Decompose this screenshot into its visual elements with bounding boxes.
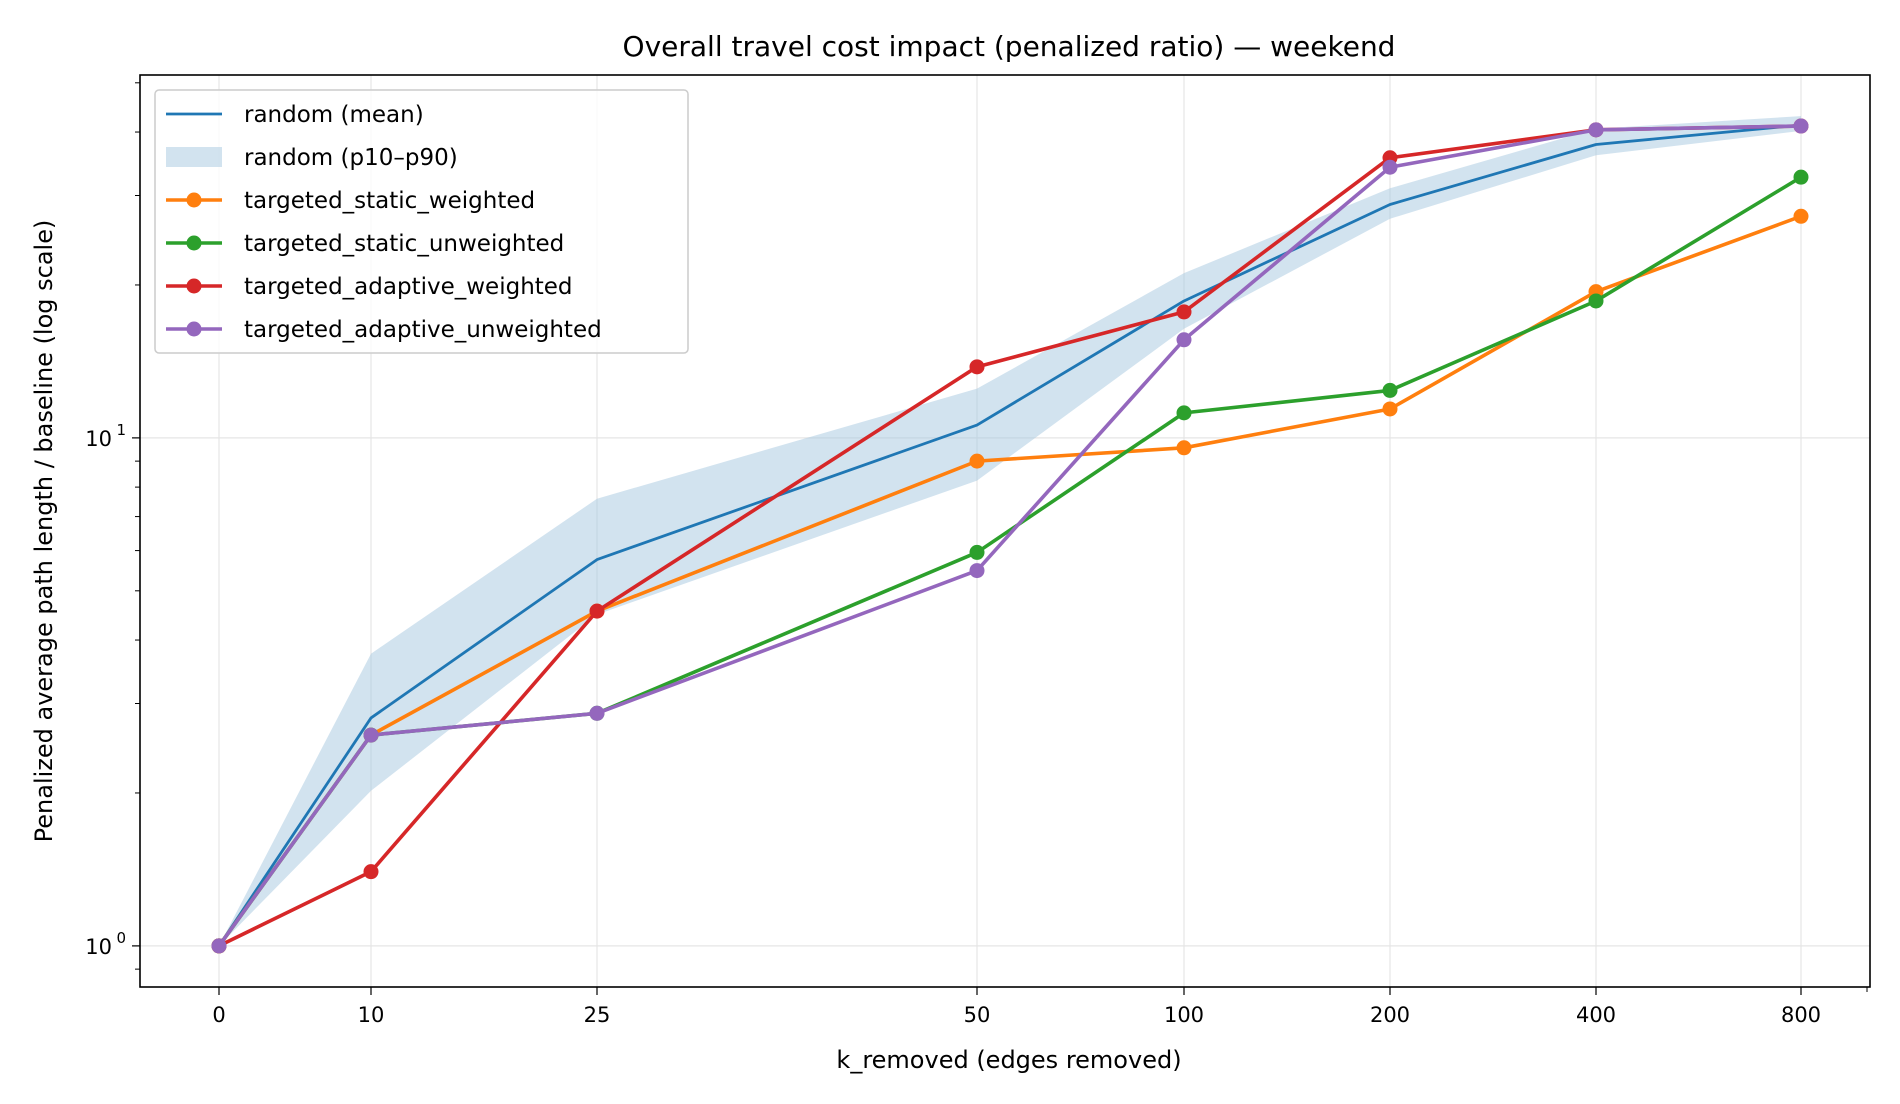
x-tick-label: 50 (964, 1003, 991, 1027)
series-random-mean (217, 123, 1802, 947)
data-point (1793, 118, 1809, 134)
legend-marker (186, 192, 202, 208)
data-point (969, 563, 985, 579)
legend-marker (186, 278, 202, 294)
x-tick-label: 200 (1370, 1003, 1410, 1027)
legend-entry: random (p10–p90) (166, 145, 458, 171)
data-point (363, 727, 379, 743)
legend: random (mean) random (p10–p90) targeted_st… (154, 89, 689, 354)
data-point (1176, 304, 1192, 320)
legend-marker (186, 235, 202, 251)
legend-entry: targeted_static_unweighted (166, 231, 564, 257)
data-point (969, 453, 985, 469)
chart-title: Overall travel cost impact (penalized ra… (623, 30, 1396, 63)
legend-entry: targeted_adaptive_unweighted (166, 317, 602, 343)
y-tick-label: 10 (85, 935, 112, 959)
legend-label: targeted_static_unweighted (244, 231, 564, 257)
legend-label: random (mean) (244, 102, 424, 128)
data-point (1176, 405, 1192, 421)
plot-frame (139, 74, 1871, 988)
data-point (363, 864, 379, 880)
data-point (1382, 382, 1398, 398)
data-point (969, 359, 985, 375)
series-targeted-adaptive-unweighted (211, 118, 1809, 954)
legend-entry: targeted_static_weighted (166, 188, 535, 214)
data-point (1176, 440, 1192, 456)
x-tick-label: 100 (1164, 1003, 1204, 1027)
data-point (1176, 332, 1192, 348)
legend-label: targeted_static_weighted (244, 188, 535, 214)
y-axis-label: Penalized average path length / baseline… (30, 220, 58, 843)
data-point (1588, 293, 1604, 309)
series-line (217, 123, 1802, 947)
data-point (589, 603, 605, 619)
x-tick-label: 800 (1781, 1003, 1821, 1027)
legend-box (154, 89, 689, 354)
data-point (1793, 169, 1809, 185)
x-tick-label: 25 (584, 1003, 611, 1027)
series-line (217, 124, 1802, 947)
data-point (969, 544, 985, 560)
x-tick-label: 0 (212, 1003, 225, 1027)
y-tick-label: 10 (85, 427, 112, 451)
legend-swatch (166, 147, 222, 167)
legend-label: targeted_adaptive_unweighted (244, 317, 602, 343)
legend-marker (186, 321, 202, 337)
legend-label: random (p10–p90) (244, 145, 458, 171)
data-point (211, 938, 227, 954)
x-axis-label: k_removed (edges removed) (836, 1046, 1181, 1074)
y-tick-exponent: 0 (116, 929, 126, 947)
data-point (1382, 159, 1398, 175)
x-tick-label: 10 (358, 1003, 385, 1027)
legend-entry: targeted_adaptive_weighted (166, 274, 573, 300)
x-tick-label: 400 (1576, 1003, 1616, 1027)
data-point (1382, 401, 1398, 417)
legend-entry: random (mean) (166, 102, 424, 128)
data-point (1793, 208, 1809, 224)
series-layer (211, 118, 1809, 954)
data-point (1588, 122, 1604, 138)
data-point (589, 705, 605, 721)
legend-label: targeted_adaptive_weighted (244, 274, 573, 300)
y-tick-exponent: 1 (116, 421, 126, 439)
